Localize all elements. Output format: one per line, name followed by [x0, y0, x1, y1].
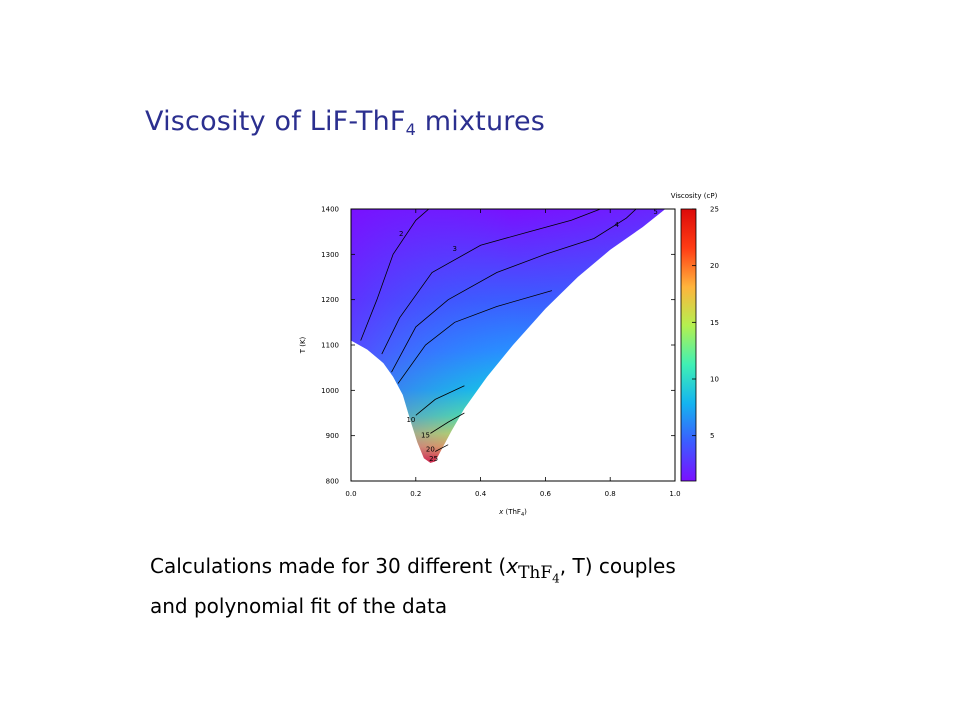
colorbar-tick-label: 5: [710, 432, 714, 440]
caption-subscript-text: ThF: [518, 563, 553, 583]
slide-title-main: Viscosity of LiF-ThF: [145, 106, 406, 137]
contour-label-4: 4: [614, 221, 619, 229]
y-tick-label: 1000: [321, 387, 339, 395]
colorbar-tick-label: 25: [710, 206, 719, 214]
colorbar-label: Viscosity (cP): [671, 192, 718, 200]
contour-line-20: [435, 444, 449, 452]
caption-line-2: and polynomial fit of the data: [150, 594, 448, 619]
slide-title-tail: mixtures: [416, 106, 546, 137]
x-tick-label: 0.8: [605, 490, 616, 498]
caption-variable-subscript: ThF4: [518, 563, 560, 586]
x-tick-label: 0.6: [540, 490, 552, 498]
caption-subscript-index: 4: [552, 571, 560, 586]
caption-line-1: Calculations made for 30 different (xThF…: [150, 552, 676, 592]
x-axis-label-var: x: [498, 508, 504, 516]
heatmap-shading: [351, 209, 666, 463]
contour-line-10: [415, 385, 465, 416]
contour-line-4: [391, 209, 637, 373]
colorbar-tick-label: 15: [710, 319, 719, 327]
contour-label-5: 5: [653, 208, 657, 216]
x-axis-label: x (ThF4): [498, 508, 527, 518]
contour-line-5: [397, 290, 553, 384]
y-tick-label: 800: [326, 478, 339, 486]
x-tick-label: 0.2: [410, 490, 421, 498]
contour-label-20: 20: [426, 445, 435, 453]
x-tick-label: 0.4: [475, 490, 487, 498]
y-tick-label: 1100: [321, 342, 339, 350]
slide-title-subscript: 4: [405, 120, 416, 139]
y-tick-label: 1200: [321, 296, 339, 304]
caption-line-1-end: , T) couples: [559, 554, 676, 578]
y-tick-label: 1400: [321, 206, 339, 214]
x-tick-label: 0.0: [345, 490, 356, 498]
colorbar-tick-label: 20: [710, 262, 719, 270]
y-tick-label: 900: [326, 432, 339, 440]
colorbar-gradient: [680, 208, 697, 482]
y-tick-label: 1300: [321, 251, 339, 259]
caption-variable: x: [506, 554, 519, 578]
contour-label-3: 3: [452, 245, 456, 253]
y-axis-label: T (K): [299, 336, 307, 354]
contour-label-10: 10: [406, 416, 415, 424]
colorbar: 5 10 15 20 25: [680, 206, 719, 482]
caption-line-1-start: Calculations made for 30 different (: [150, 554, 507, 578]
contour-lines: 2 3 4 5 10 15 20 25: [360, 208, 658, 463]
contour-line-2: [360, 209, 430, 341]
colorbar-tick-label: 10: [710, 376, 719, 384]
axes: 0.0 0.2 0.4 0.6 0.8 1.0 800 900 1000 1100 1200 1300…: [321, 206, 680, 499]
slide-caption: Calculations made for 30 different (xThF…: [150, 552, 676, 620]
x-axis-label-sub: 4: [521, 512, 524, 518]
contour-label-25: 25: [429, 455, 438, 463]
contour-line-3: [381, 209, 601, 355]
x-axis-label-mid: (ThF: [503, 508, 521, 516]
contour-label-15: 15: [421, 432, 430, 440]
heatmap-region: [351, 209, 666, 463]
x-tick-label: 1.0: [669, 490, 680, 498]
x-axis-label-end: ): [524, 508, 527, 516]
slide-title: Viscosity of LiF-ThF4 mixtures: [145, 106, 545, 139]
contour-label-2: 2: [399, 230, 403, 238]
contour-line-15: [430, 412, 465, 434]
